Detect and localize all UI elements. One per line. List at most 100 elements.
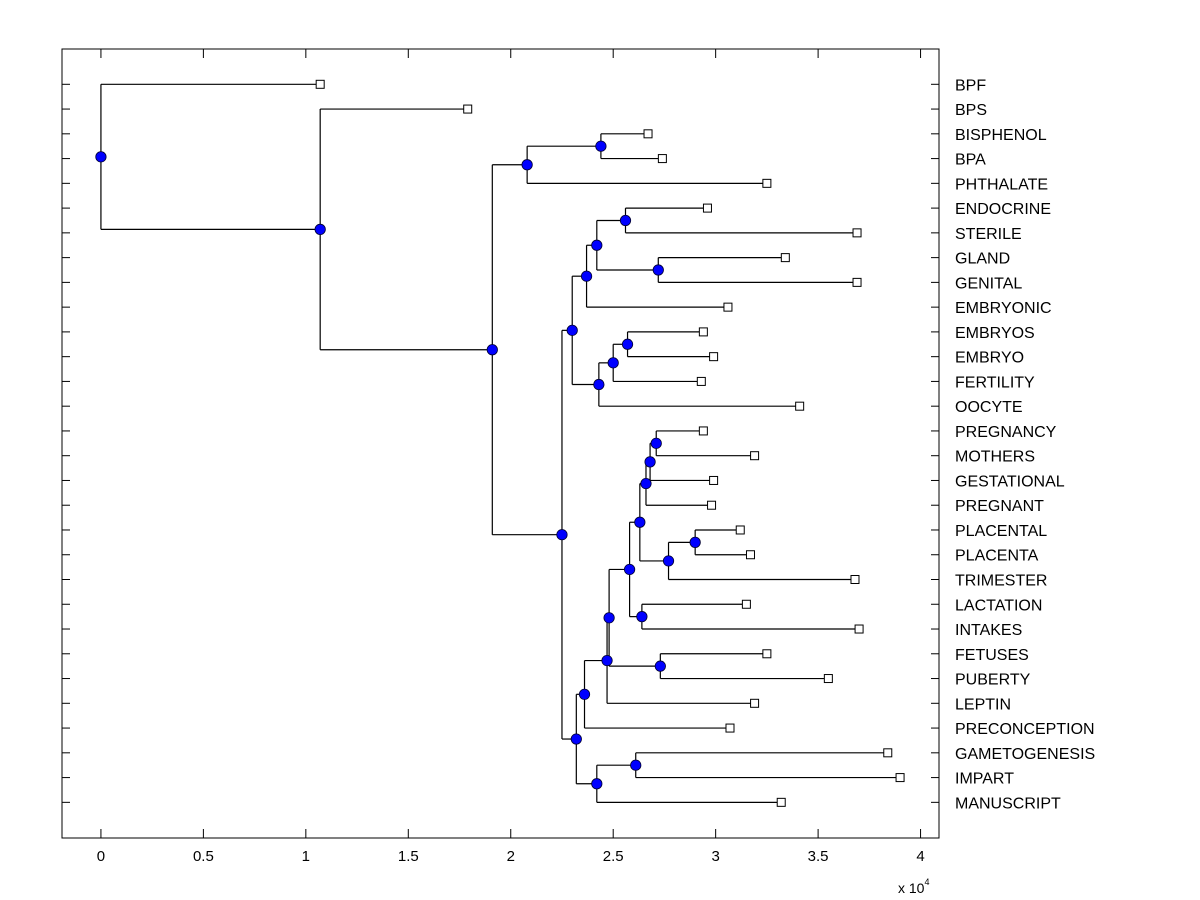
leaf-label: FERTILITY	[955, 374, 1035, 391]
leaf-label: PHTHALATE	[955, 176, 1048, 193]
plot-area	[61, 48, 940, 839]
cluster-node-marker	[314, 223, 326, 235]
leaf-marker	[852, 228, 862, 238]
cluster-node-marker	[591, 239, 603, 251]
leaf-label: TRIMESTER	[955, 573, 1047, 590]
cluster-node-marker	[95, 151, 107, 163]
leaf-marker	[762, 178, 772, 188]
leaf-marker	[741, 599, 751, 609]
cluster-node-marker	[593, 378, 605, 391]
cluster-node-marker	[591, 778, 603, 790]
leaf-label: LACTATION	[955, 597, 1042, 614]
leaf-marker	[750, 451, 760, 461]
leaf-marker	[750, 698, 760, 708]
cluster-node-marker	[650, 437, 662, 449]
leaf-marker	[776, 797, 786, 807]
cluster-node-marker	[619, 214, 632, 227]
leaf-marker	[643, 129, 653, 139]
leaf-marker	[696, 376, 706, 386]
leaf-marker	[709, 475, 719, 485]
leaf-label: PLACENTAL	[955, 523, 1047, 540]
leaf-label: ENDOCRINE	[955, 201, 1051, 218]
cluster-node-marker	[621, 338, 634, 350]
cluster-node-marker	[486, 344, 498, 356]
leaf-label: PREGNANCY	[955, 424, 1057, 441]
x-tick-label: 2	[507, 848, 515, 865]
cluster-node-marker	[580, 270, 593, 282]
x-tick-label: 2.5	[603, 848, 624, 865]
leaf-label: BISPHENOL	[955, 127, 1047, 144]
cluster-node-marker	[603, 612, 615, 624]
cluster-node-marker	[601, 654, 613, 667]
leaf-marker	[823, 674, 833, 684]
leaf-label: OOCYTE	[955, 399, 1023, 416]
cluster-node-marker	[644, 456, 656, 468]
cluster-node-marker	[623, 563, 636, 576]
cluster-node-marker	[689, 536, 701, 548]
leaf-marker	[795, 401, 805, 411]
leaf-marker	[852, 277, 862, 287]
cluster-node-marker	[662, 555, 675, 567]
x-tick-label: 3	[711, 848, 719, 865]
leaf-marker	[698, 426, 708, 436]
leaf-marker	[315, 79, 325, 89]
x-tick-label: 3.5	[808, 848, 829, 865]
cluster-node-marker	[640, 477, 652, 490]
leaf-label: BPS	[955, 102, 987, 119]
leaf-label: LEPTIN	[955, 696, 1011, 713]
leaf-marker	[725, 723, 735, 733]
leaf-markers	[315, 79, 905, 807]
leaf-marker	[707, 500, 717, 510]
leaf-label: EMBRYOS	[955, 325, 1035, 342]
x-axis-multiplier-base: x 10	[898, 880, 925, 896]
leaf-label: FETUSES	[955, 647, 1029, 664]
cluster-node-marker	[607, 357, 619, 369]
leaf-label: STERILE	[955, 226, 1022, 243]
leaf-label: MANUSCRIPT	[955, 795, 1061, 812]
leaf-label: EMBRYONIC	[955, 300, 1052, 317]
cluster-node-marker	[521, 159, 533, 171]
x-tick-label: 1.5	[398, 848, 419, 865]
x-tick-label: 0	[97, 848, 105, 865]
leaf-label: EMBRYO	[955, 350, 1024, 367]
x-tick-label: 4	[916, 848, 924, 865]
x-tick-labels: 0 0.5 1 1.5 2 2.5 3 3.5 4	[97, 848, 925, 865]
leaf-marker	[780, 253, 790, 263]
x-axis-multiplier: x 104	[898, 877, 929, 896]
leaf-label: GENITAL	[955, 275, 1022, 292]
leaf-label: PREGNANT	[955, 498, 1044, 515]
leaf-label: PRECONCEPTION	[955, 721, 1095, 738]
leaf-label: GESTATIONAL	[955, 473, 1065, 490]
cluster-node-marker	[566, 324, 578, 336]
leaf-label: PLACENTA	[955, 548, 1039, 565]
cluster-node-marker	[556, 529, 568, 541]
leaf-marker	[883, 748, 893, 758]
leaf-marker	[854, 624, 864, 634]
leaf-marker	[895, 773, 905, 783]
leaf-label: BPF	[955, 77, 986, 94]
leaf-marker	[657, 154, 667, 164]
cluster-node-marker	[595, 140, 607, 152]
x-tick-label: 1	[302, 848, 310, 865]
cluster-node-marker	[634, 516, 646, 528]
leaf-label: GLAND	[955, 251, 1010, 268]
x-axis-multiplier-exponent: 4	[924, 877, 929, 887]
leaf-label: PUBERTY	[955, 672, 1031, 689]
cluster-node-marker	[636, 611, 648, 623]
leaf-marker	[735, 525, 745, 535]
leaf-marker	[698, 327, 708, 337]
node-markers	[95, 140, 701, 790]
cluster-node-marker	[654, 660, 666, 672]
leaf-label: MOTHERS	[955, 449, 1035, 466]
leaf-marker	[702, 203, 712, 213]
leaf-marker	[762, 649, 772, 659]
cluster-node-marker	[630, 759, 642, 771]
leaf-label: INTAKES	[955, 622, 1022, 639]
leaf-marker	[723, 302, 733, 312]
leaf-label: IMPART	[955, 771, 1014, 788]
leaf-marker	[745, 550, 755, 560]
leaf-marker	[463, 104, 473, 114]
leaf-marker	[709, 352, 719, 362]
leaf-label: BPA	[955, 152, 986, 169]
